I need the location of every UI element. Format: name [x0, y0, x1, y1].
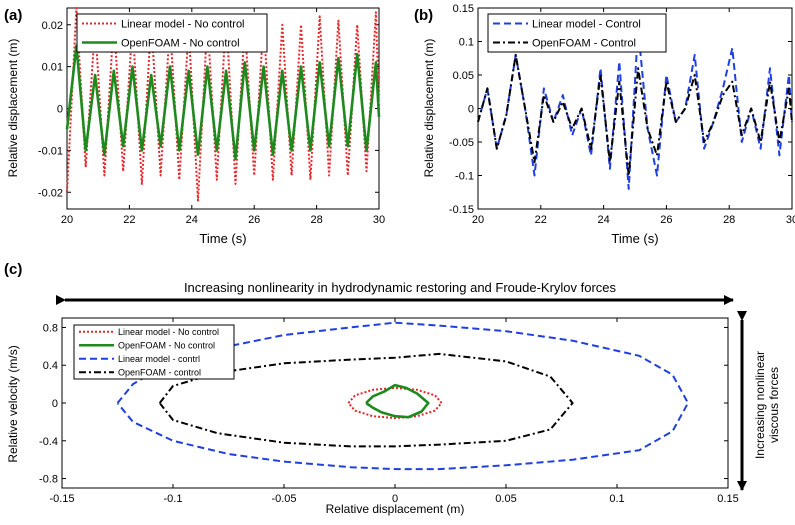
y-tick-label: 0	[57, 104, 63, 116]
panel-b-ylabel: Relative displacement (m)	[422, 39, 436, 178]
x-tick-label: 28	[310, 214, 322, 226]
y-tick-label: 0.01	[42, 62, 63, 74]
panel-label-a: (a)	[4, 7, 22, 24]
panel-label-c: (c)	[4, 261, 22, 278]
series-line-4	[158, 352, 574, 448]
legend-box	[73, 324, 235, 380]
x-tick-label: 20	[61, 214, 73, 226]
legend-label: OpenFOAM - control	[118, 367, 201, 377]
panel-a-ylabel: Relative displacement (m)	[6, 39, 20, 178]
x-tick-label: 20	[472, 214, 484, 226]
vertical-arrow-label-line2: viscous forces	[767, 367, 781, 443]
panel-b-chart: 20 22 24 26 28 30 -0.15 -0.1 -0.05 0 0.05 0.1 0.15 L…	[422, 3, 795, 246]
legend-box	[487, 13, 667, 53]
y-tick-label: 0.4	[43, 360, 58, 372]
y-tick-label: 0.8	[43, 322, 58, 334]
panel-b-xlabel: Time (s)	[611, 231, 658, 246]
x-tick-label: 22	[535, 214, 547, 226]
legend-label: Linear model - No control	[118, 327, 219, 337]
vertical-arrow-label-line1: Increasing nonlinear	[753, 351, 767, 459]
x-tick-label: 0.15	[717, 493, 738, 505]
panel-a-chart: 20 22 24 26 28 30 -0.02 -0.01 0 0.01 0.02 Linear m…	[6, 7, 385, 246]
x-tick-label: 30	[786, 214, 795, 226]
series-line-2	[477, 53, 793, 177]
x-tick-label: 0	[392, 493, 398, 505]
x-tick-label: 22	[123, 214, 135, 226]
panel-c-chart: Increasing nonlinearity in hydrodynamic …	[6, 280, 781, 516]
x-tick-label: 28	[723, 214, 735, 226]
series-line-2	[365, 383, 430, 419]
x-tick-label: 24	[597, 214, 609, 226]
legend-label: OpenFOAM - Control	[532, 37, 636, 49]
legend-label: Linear model - No control	[121, 18, 245, 30]
legend-label: OpenFOAM - No control	[121, 37, 240, 49]
y-tick-label: -0.8	[39, 474, 58, 486]
x-tick-label: 24	[186, 214, 198, 226]
y-tick-label: 0	[52, 398, 58, 410]
y-tick-label: -0.05	[449, 137, 474, 149]
legend-label: OpenFOAM - No control	[118, 340, 215, 350]
x-tick-label: -0.05	[271, 493, 296, 505]
x-tick-label: -0.15	[49, 493, 74, 505]
x-tick-label: -0.1	[164, 493, 183, 505]
panel-label-b: (b)	[414, 7, 433, 24]
panel-a-xlabel: Time (s)	[199, 231, 246, 246]
panel-c-xlabel: Relative displacement (m)	[326, 502, 465, 516]
series-line-1	[347, 386, 443, 420]
y-tick-label: 0.1	[459, 37, 474, 49]
y-tick-label: 0	[468, 104, 474, 116]
y-tick-label: -0.01	[38, 145, 63, 157]
y-tick-label: -0.1	[455, 171, 474, 183]
panel-c-ylabel: Relative velocity (m/s)	[6, 345, 20, 462]
x-tick-label: 26	[248, 214, 260, 226]
legend-label: Linear model - contrl	[118, 354, 200, 364]
x-tick-label: 0.05	[495, 493, 516, 505]
y-tick-label: -0.4	[39, 436, 58, 448]
legend-label: Linear model - Control	[532, 18, 641, 30]
y-tick-label: 0.02	[42, 20, 63, 32]
x-tick-label: 26	[660, 214, 672, 226]
y-tick-label: -0.15	[449, 204, 474, 216]
y-tick-label: 0.05	[453, 70, 474, 82]
x-tick-label: 30	[373, 214, 385, 226]
series-line-3	[116, 321, 689, 471]
series-line-2	[65, 44, 381, 161]
y-tick-label: 0.15	[453, 3, 474, 15]
legend-box	[76, 13, 268, 53]
x-tick-label: 0.1	[609, 493, 624, 505]
y-tick-label: -0.02	[38, 187, 63, 199]
horizontal-arrow-label: Increasing nonlinearity in hydrodynamic …	[184, 280, 617, 295]
